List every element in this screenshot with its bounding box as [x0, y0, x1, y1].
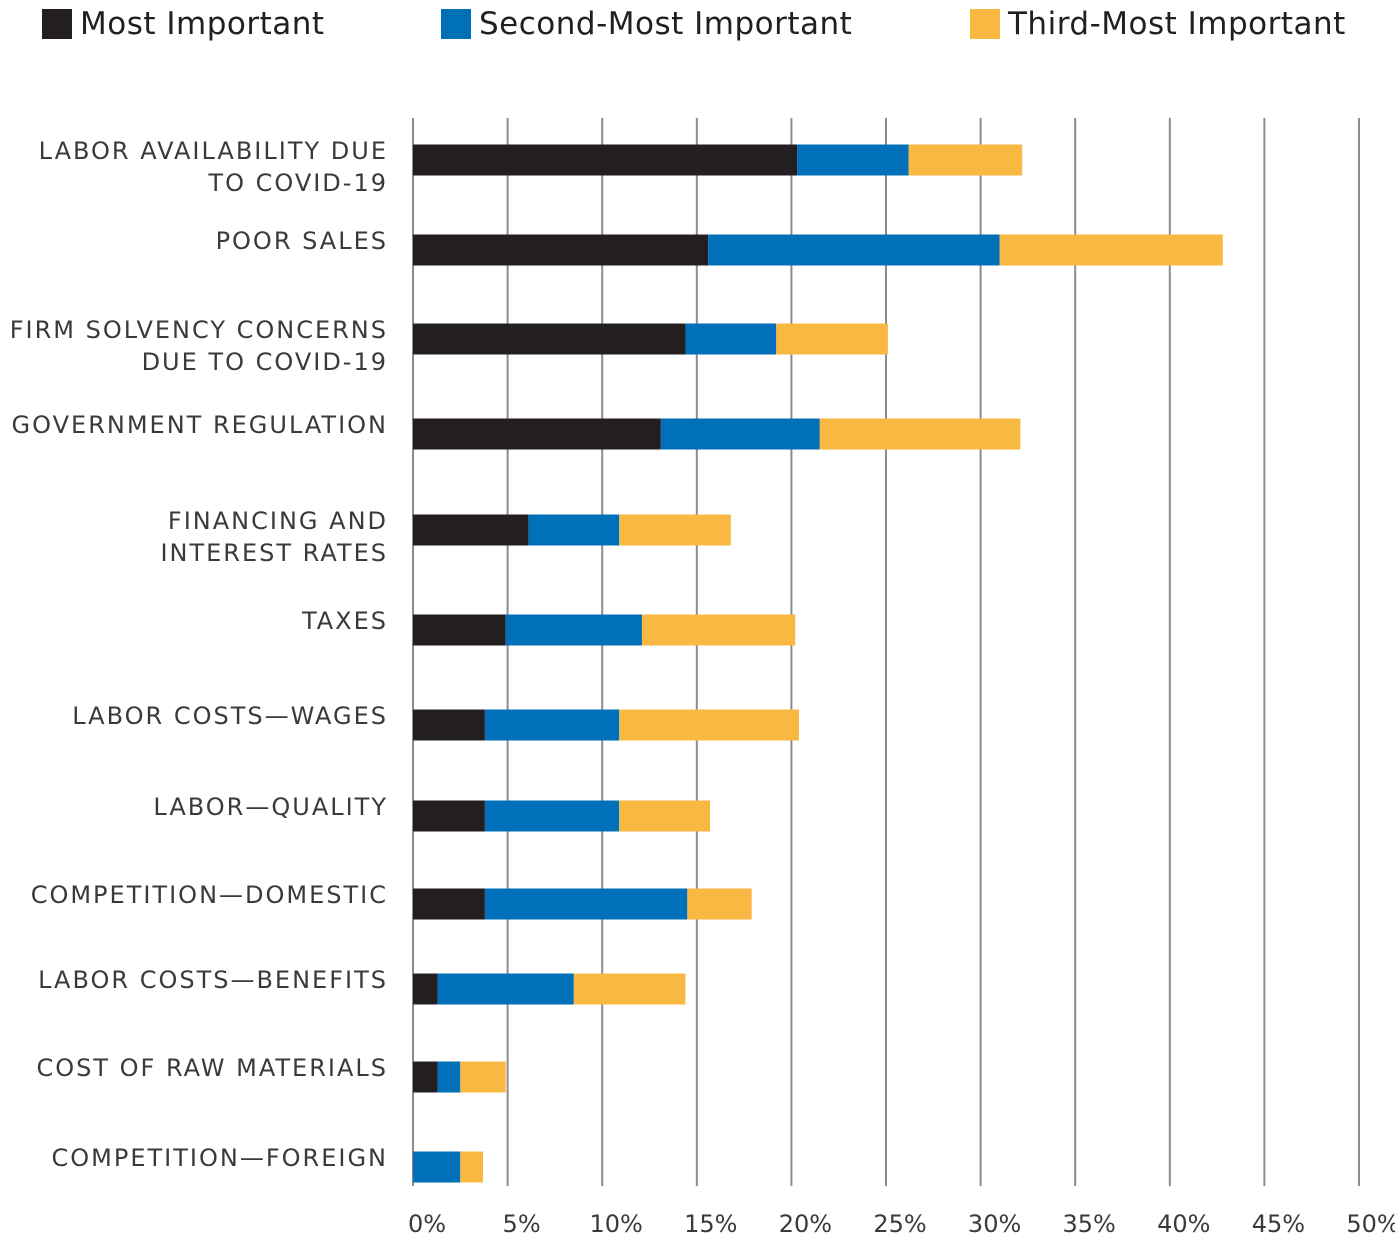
bar-segment-second-most-important [413, 1151, 461, 1183]
x-tick-label: 30% [968, 1210, 1021, 1238]
x-tick-label: 10% [590, 1210, 643, 1238]
category-label: TAXES [301, 607, 388, 635]
legend-item-second-most-important: Second-Most Important [441, 6, 852, 42]
bar-segment-most-important [413, 973, 438, 1005]
bar-segment-third-most-important [619, 514, 731, 546]
bar-segment-third-most-important [573, 973, 686, 1005]
x-tick-label: 45% [1252, 1210, 1305, 1238]
bar-segment-second-most-important [685, 323, 777, 355]
legend-swatch-third-most-important [970, 9, 1000, 39]
bar-segment-most-important [413, 800, 485, 832]
bar-segment-third-most-important [619, 709, 799, 741]
category-label: TO COVID-19 [207, 169, 388, 197]
bar-segment-second-most-important [708, 234, 1000, 266]
bar-segment-second-most-important [484, 888, 688, 920]
category-label: COMPETITION—FOREIGN [52, 1144, 388, 1172]
x-tick-label: 50% [1346, 1210, 1395, 1238]
bar-segment-third-most-important [999, 234, 1223, 266]
x-tick-label: 25% [873, 1210, 926, 1238]
x-tick-label: 35% [1063, 1210, 1116, 1238]
bar-segment-most-important [413, 323, 686, 355]
bar-segment-second-most-important [797, 144, 909, 176]
x-tick-label: 20% [779, 1210, 832, 1238]
legend-swatch-second-most-important [441, 9, 471, 39]
bar-segment-most-important [413, 144, 798, 176]
bar-segment-third-most-important [460, 1061, 506, 1093]
bar-segment-third-most-important [641, 614, 796, 646]
category-label: FIRM SOLVENCY CONCERNS [10, 316, 388, 344]
bar-segment-third-most-important [908, 144, 1023, 176]
category-label: INTEREST RATES [160, 539, 388, 567]
legend-label-most-important: Most Important [80, 6, 325, 42]
legend-item-third-most-important: Third-Most Important [970, 6, 1346, 42]
category-label: COST OF RAW MATERIALS [36, 1054, 388, 1082]
x-tick-label: 40% [1157, 1210, 1210, 1238]
bar-segment-most-important [413, 234, 709, 266]
category-label: LABOR—QUALITY [153, 793, 388, 821]
category-label: LABOR COSTS—WAGES [72, 702, 388, 730]
category-label: DUE TO COVID-19 [142, 348, 388, 376]
bar-segment-most-important [413, 888, 485, 920]
bar-segment-most-important [413, 614, 506, 646]
bar-segment-second-most-important [484, 709, 620, 741]
bar-segment-second-most-important [437, 1061, 461, 1093]
bar-segment-second-most-important [505, 614, 642, 646]
x-tick-label: 15% [684, 1210, 737, 1238]
legend-item-most-important: Most Important [42, 6, 325, 42]
chart-legend: Most Important Second-Most Important Thi… [0, 6, 1395, 46]
bar-segment-third-most-important [460, 1151, 484, 1183]
category-label: LABOR COSTS—BENEFITS [38, 966, 388, 994]
bar-segment-second-most-important [660, 418, 820, 450]
legend-label-second-most-important: Second-Most Important [479, 6, 853, 42]
bar-segment-third-most-important [819, 418, 1021, 450]
category-label: POOR SALES [216, 227, 388, 255]
legend-label-third-most-important: Third-Most Important [1008, 6, 1346, 42]
legend-swatch-most-important [42, 9, 72, 39]
bar-segment-second-most-important [528, 514, 620, 546]
bar-segment-second-most-important [437, 973, 574, 1005]
category-label: COMPETITION—DOMESTIC [31, 881, 388, 909]
x-tick-label: 0% [408, 1210, 446, 1238]
bar-segment-third-most-important [619, 800, 711, 832]
bar-segment-most-important [413, 514, 529, 546]
bar-segment-most-important [413, 1061, 438, 1093]
bar-segment-third-most-important [687, 888, 752, 920]
category-label: FINANCING AND [168, 507, 388, 535]
bar-segment-third-most-important [776, 323, 888, 355]
bar-segment-second-most-important [484, 800, 620, 832]
bar-segment-most-important [413, 709, 485, 741]
bar-segment-most-important [413, 418, 661, 450]
category-label: GOVERNMENT REGULATION [12, 411, 388, 439]
category-label: LABOR AVAILABILITY DUE [39, 137, 388, 165]
x-tick-label: 5% [503, 1210, 541, 1238]
